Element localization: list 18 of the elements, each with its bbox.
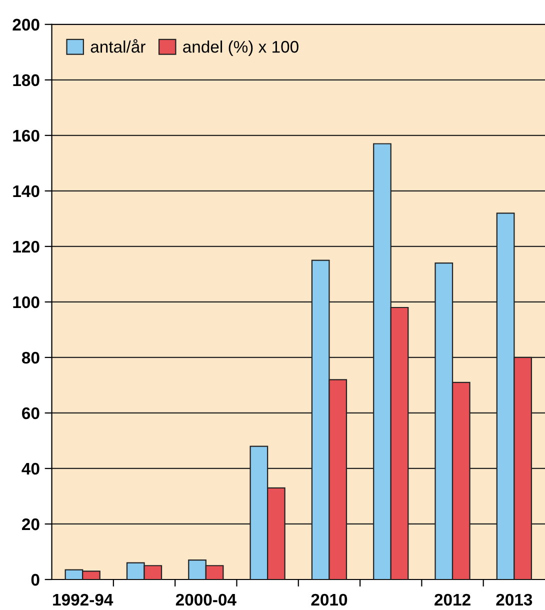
legend-label: antal/år [90,39,146,53]
y-tick-label: 100 [13,296,40,308]
x-tick-label: 2000-04 [176,594,236,606]
x-tick-label: 2013 [496,594,532,606]
y-tick-label: 0 [31,574,40,586]
y-tick-label: 20 [22,518,40,530]
x-tick-label: 1992-94 [53,594,114,606]
x-tick-label: 2012 [434,594,470,606]
y-tick-label: 200 [12,18,40,31]
legend-label: andel (%) x 100 [183,40,298,56]
x-tick-label: 2010 [311,594,348,606]
y-tick-label: 60 [22,407,40,420]
y-tick-label: 140 [13,185,40,198]
y-tick-label: 120 [13,240,40,253]
y-tick-label: 80 [22,352,40,364]
y-tick-label: 160 [13,130,40,142]
y-tick-label: 180 [13,74,40,86]
y-tick-label: 40 [22,462,40,475]
